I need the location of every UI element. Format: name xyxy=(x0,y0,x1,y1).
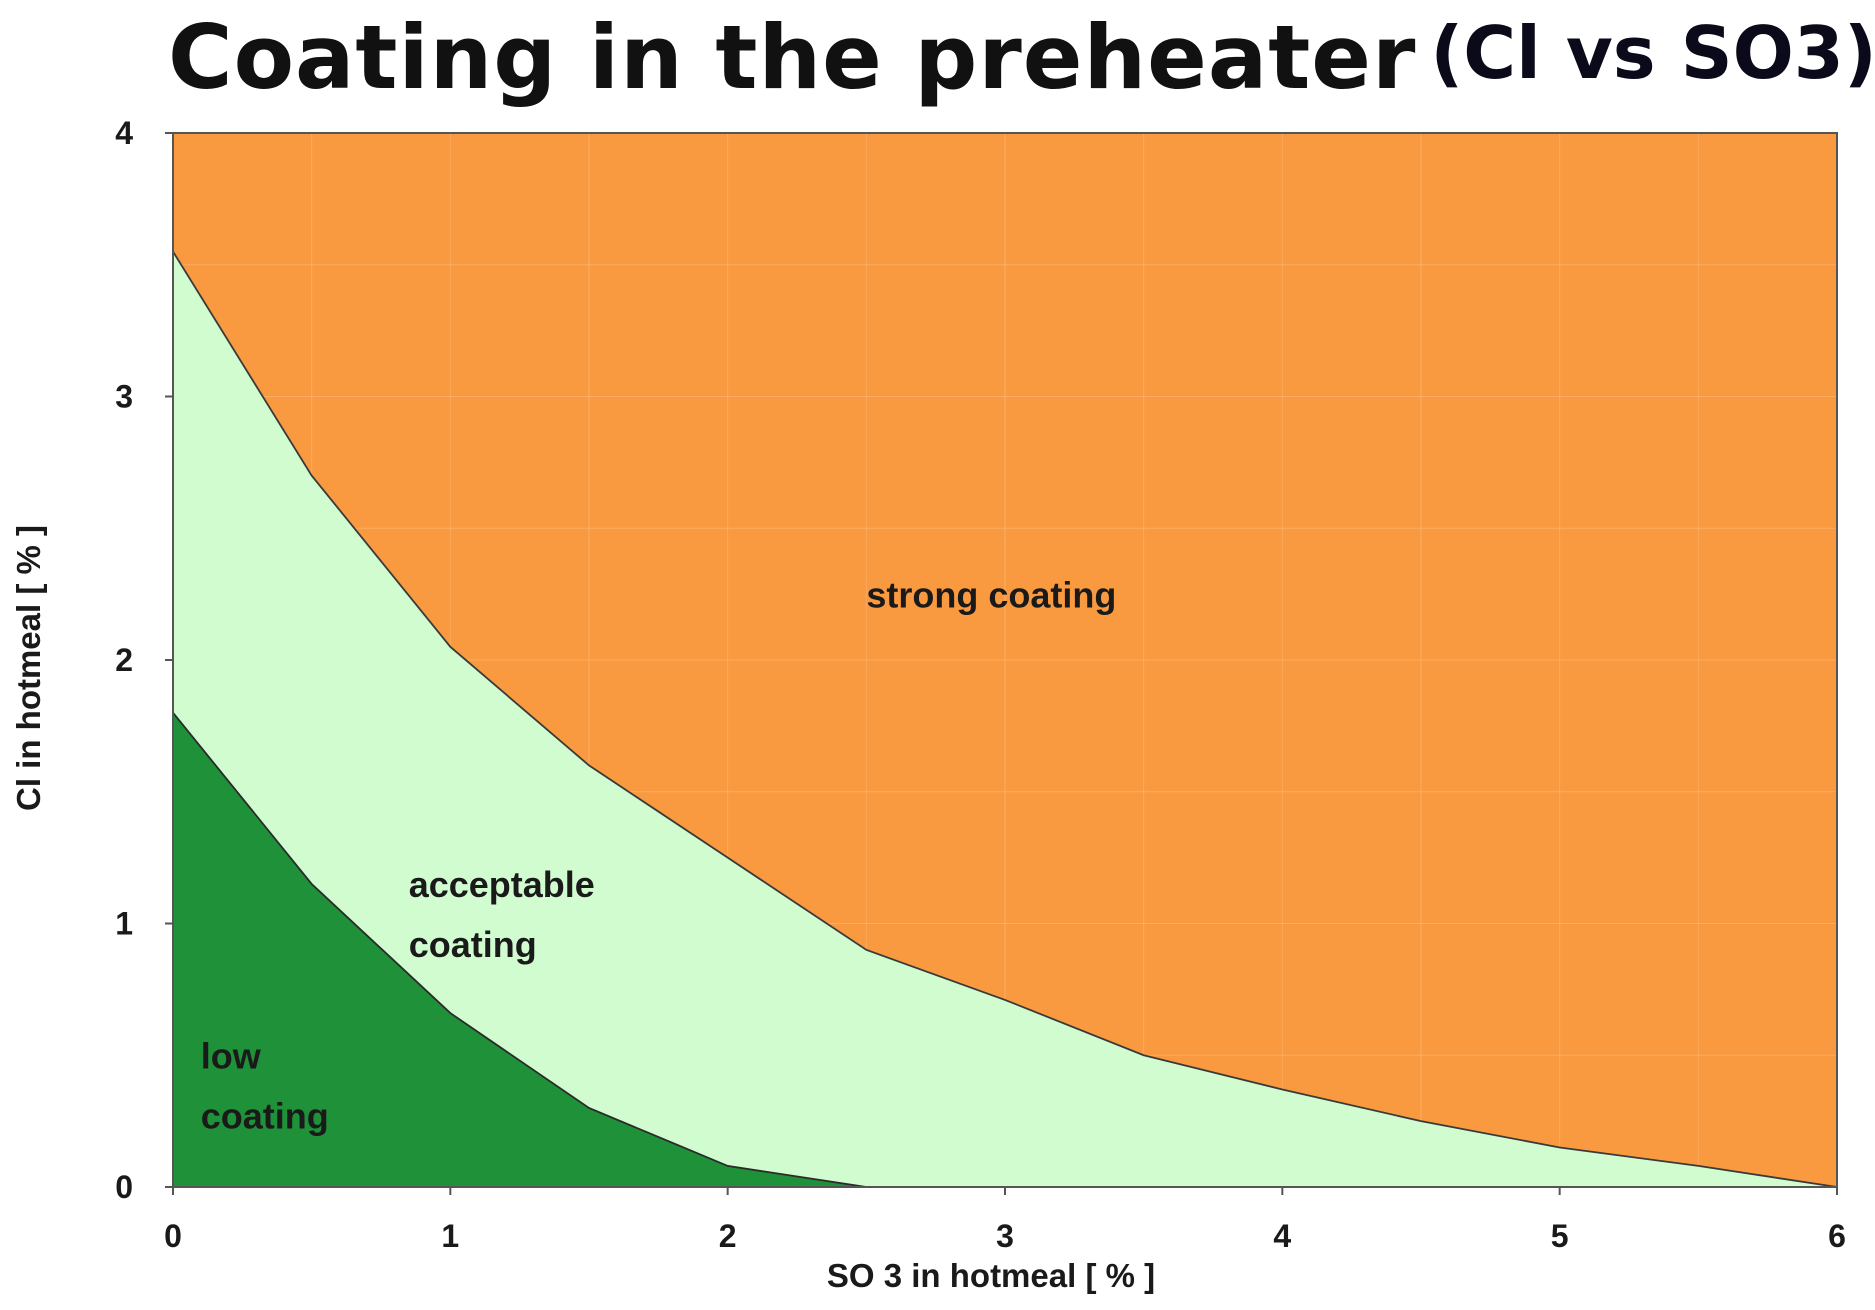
x-tick-label: 4 xyxy=(1273,1218,1291,1254)
y-tick-label: 3 xyxy=(115,379,133,415)
region-label: coating xyxy=(409,924,537,965)
chart-title: Coating in the preheater (Cl vs SO3) xyxy=(168,6,1875,109)
y-axis-label: Cl in hotmeal [ % ] xyxy=(10,525,47,811)
region-low-coating xyxy=(173,712,867,1187)
region-acceptable-coating xyxy=(173,251,1837,1187)
x-tick-label: 3 xyxy=(996,1218,1014,1254)
x-axis-ticks: 0 1 2 3 4 5 6 xyxy=(164,1187,1846,1254)
x-axis-label: SO 3 in hotmeal [ % ] xyxy=(827,1257,1155,1294)
chart-title-main: Coating in the preheater xyxy=(168,6,1417,109)
boundary-acceptable-strong xyxy=(172,251,1838,1188)
x-tick-label: 1 xyxy=(441,1218,459,1254)
y-tick-label: 4 xyxy=(115,115,133,151)
regions xyxy=(173,251,1837,1187)
region-labels: low coating acceptable coating strong coatin… xyxy=(201,574,1117,1136)
region-label: strong coating xyxy=(866,574,1116,615)
x-tick-label: 6 xyxy=(1828,1218,1846,1254)
x-tick-label: 0 xyxy=(164,1218,182,1254)
y-axis-ticks: 0 1 2 3 4 xyxy=(115,115,173,1205)
region-label: coating xyxy=(201,1095,329,1136)
x-tick-label: 5 xyxy=(1551,1218,1569,1254)
boundary-low-acceptable xyxy=(172,712,867,1188)
y-tick-label: 1 xyxy=(115,906,133,942)
y-tick-label: 2 xyxy=(115,642,133,678)
x-tick-label: 2 xyxy=(719,1218,737,1254)
region-label: acceptable xyxy=(409,864,595,905)
y-tick-label: 0 xyxy=(115,1169,133,1205)
boundary-lines xyxy=(172,251,1838,1188)
region-label: low xyxy=(201,1035,262,1076)
chart-subtitle: (Cl vs SO3) xyxy=(1430,11,1875,95)
